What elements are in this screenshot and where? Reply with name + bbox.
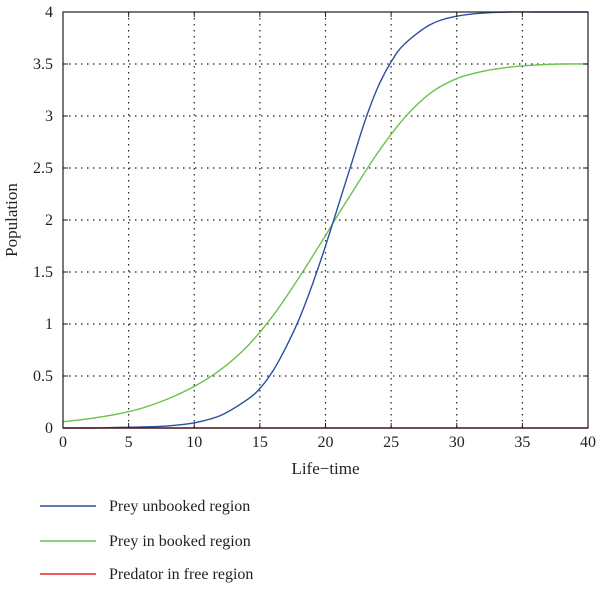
series-line-0 xyxy=(62,11,588,429)
y-tick-label: 1 xyxy=(45,316,53,333)
y-tick-label: 2.5 xyxy=(33,160,53,177)
x-tick-label: 10 xyxy=(186,434,202,451)
x-axis-label: Life−time xyxy=(291,459,359,478)
series-line-1 xyxy=(62,63,589,423)
x-tick-label: 0 xyxy=(59,434,67,451)
legend-label: Prey unbooked region xyxy=(109,498,250,515)
axis-ticks: 0 5 10 15 20 25 30 35 40 0 0.5 1 1.5 2 2.5 3 3.5 4 xyxy=(33,4,596,451)
legend-label: Predator in free region xyxy=(109,566,253,583)
y-tick-label: 1.5 xyxy=(33,264,53,281)
grid xyxy=(63,12,588,428)
x-tick-label: 30 xyxy=(449,434,465,451)
x-tick-label: 20 xyxy=(318,434,334,451)
y-axis-label: Population xyxy=(2,183,21,257)
y-tick-label: 4 xyxy=(45,4,53,21)
x-tick-label: 25 xyxy=(383,434,399,451)
legend-label: Prey in booked region xyxy=(109,533,251,550)
x-tick-label: 15 xyxy=(252,434,268,451)
x-tick-label: 35 xyxy=(514,434,530,451)
y-tick-label: 3 xyxy=(45,108,53,125)
y-tick-label: 2 xyxy=(45,212,53,229)
legend: Prey unbooked region Prey in booked regio… xyxy=(40,498,253,583)
y-tick-label: 3.5 xyxy=(33,56,53,73)
y-tick-label: 0 xyxy=(45,420,53,437)
x-tick-label: 40 xyxy=(580,434,596,451)
x-tick-label: 5 xyxy=(125,434,133,451)
y-tick-label: 0.5 xyxy=(33,368,53,385)
